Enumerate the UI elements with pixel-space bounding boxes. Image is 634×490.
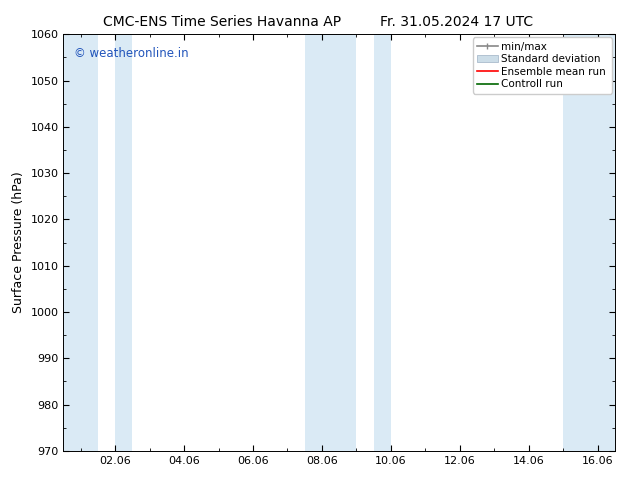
Text: © weatheronline.in: © weatheronline.in	[74, 47, 189, 60]
Y-axis label: Surface Pressure (hPa): Surface Pressure (hPa)	[12, 172, 25, 314]
Bar	[305, 34, 356, 451]
Bar	[115, 34, 133, 451]
Bar	[373, 34, 391, 451]
Text: Fr. 31.05.2024 17 UTC: Fr. 31.05.2024 17 UTC	[380, 15, 533, 29]
Bar	[563, 34, 615, 451]
Bar	[63, 34, 98, 451]
Text: CMC-ENS Time Series Havanna AP: CMC-ENS Time Series Havanna AP	[103, 15, 341, 29]
Legend: min/max, Standard deviation, Ensemble mean run, Controll run: min/max, Standard deviation, Ensemble me…	[473, 37, 612, 94]
